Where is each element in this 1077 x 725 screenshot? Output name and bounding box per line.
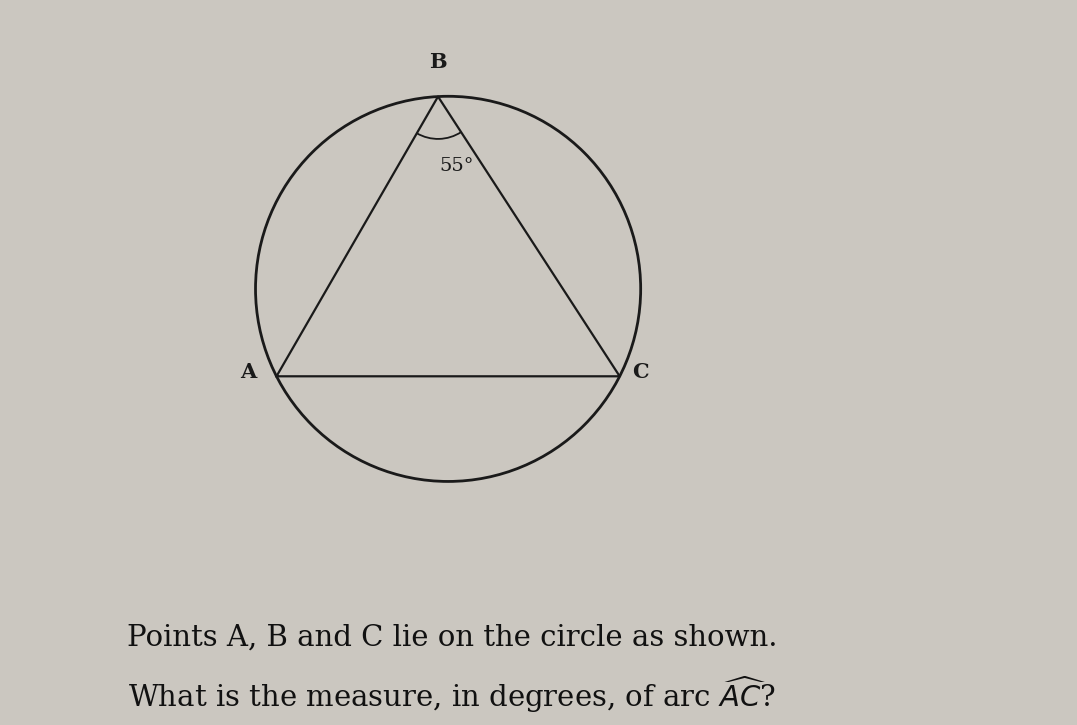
Text: Points A, B and C lie on the circle as shown.: Points A, B and C lie on the circle as s… bbox=[127, 624, 778, 652]
Text: A: A bbox=[240, 362, 256, 383]
Text: What is the measure, in degrees, of arc $\widehat{AC}$?: What is the measure, in degrees, of arc … bbox=[128, 674, 777, 715]
Text: C: C bbox=[632, 362, 648, 383]
Text: B: B bbox=[430, 51, 447, 72]
Text: 55°: 55° bbox=[439, 157, 474, 175]
